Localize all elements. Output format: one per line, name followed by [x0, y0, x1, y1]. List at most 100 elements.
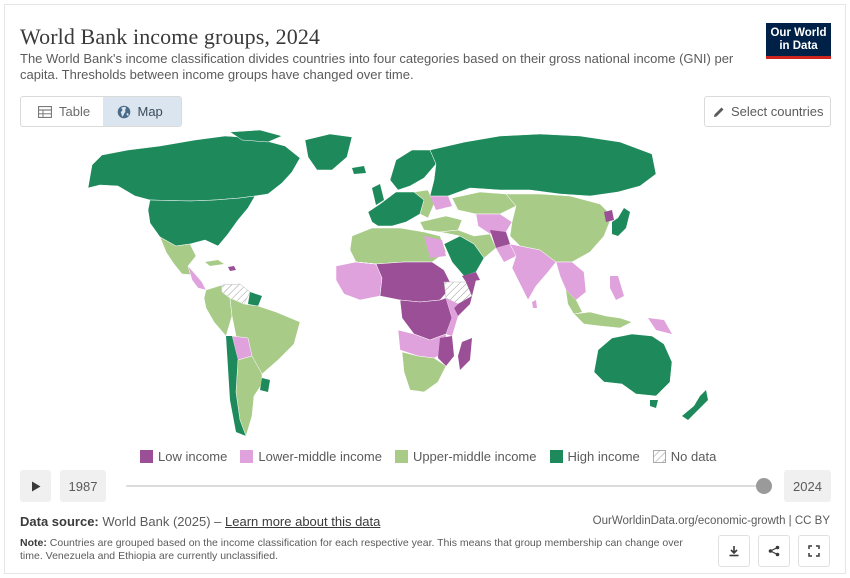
- region-sri-lanka[interactable]: [532, 300, 537, 308]
- timeline-track[interactable]: [126, 485, 764, 487]
- region-ukraine[interactable]: [430, 196, 452, 210]
- region-somalia[interactable]: [454, 280, 476, 316]
- source-url[interactable]: OurWorldinData.org/economic-growth | CC …: [592, 515, 830, 527]
- region-cuba[interactable]: [205, 260, 224, 266]
- legend-swatch-upper-middle-income: [394, 449, 408, 463]
- logo-line-2: in Data: [779, 40, 818, 52]
- region-canada-alaska[interactable]: [87, 135, 301, 202]
- select-countries-button[interactable]: Select countries: [704, 96, 831, 127]
- legend-label: High income: [567, 448, 640, 464]
- region-tasmania[interactable]: [650, 400, 658, 408]
- region-arctic-islands[interactable]: [229, 129, 283, 143]
- download-button[interactable]: [718, 535, 750, 567]
- region-uk-ireland[interactable]: [372, 184, 384, 205]
- region-chile[interactable]: [226, 336, 246, 436]
- legend-item-lower-middle-income[interactable]: Lower-middle income: [240, 449, 382, 464]
- region-west-africa[interactable]: [335, 261, 383, 301]
- region-russia[interactable]: [429, 133, 657, 197]
- region-hispaniola[interactable]: [228, 266, 236, 271]
- chart-subtitle: The World Bank's income classification d…: [20, 51, 734, 82]
- tab-map-label: Map: [137, 104, 163, 119]
- fullscreen-button[interactable]: [798, 535, 830, 567]
- legend-label: Lower-middle income: [258, 448, 382, 464]
- tab-table[interactable]: Table: [21, 97, 103, 126]
- globe-icon: [117, 105, 130, 118]
- note-text: Countries are grouped based on the incom…: [20, 537, 683, 562]
- play-icon: [31, 481, 40, 491]
- timeline-start-year[interactable]: 1987: [60, 470, 106, 502]
- table-icon: [38, 105, 52, 118]
- region-north-africa[interactable]: [349, 227, 447, 265]
- region-balkans-belarus[interactable]: [413, 189, 435, 219]
- region-india[interactable]: [509, 243, 557, 301]
- legend-swatch-low-income: [140, 449, 153, 463]
- region-yemen[interactable]: [462, 272, 480, 282]
- region-png[interactable]: [648, 318, 672, 334]
- legend-item-low-income[interactable]: Low income: [140, 449, 227, 464]
- region-europe: [352, 149, 452, 227]
- region-pakistan[interactable]: [496, 244, 516, 262]
- legend-item-high-income[interactable]: High income: [549, 448, 640, 464]
- download-icon: [729, 546, 739, 557]
- region-indonesia[interactable]: [573, 311, 633, 329]
- map-legend: Low income Lower-middle income Upper-mid…: [140, 447, 729, 465]
- source-label: Data source:: [20, 514, 99, 529]
- legend-swatch-high-income: [549, 449, 563, 463]
- region-kazakhstan[interactable]: [451, 191, 517, 215]
- region-north-korea[interactable]: [604, 210, 614, 222]
- legend-item-upper-middle-income[interactable]: Upper-middle income: [394, 448, 537, 464]
- region-thailand-malaysia[interactable]: [566, 290, 582, 314]
- region-colombia-peru[interactable]: [203, 284, 233, 337]
- region-southeast-asia[interactable]: [555, 261, 587, 301]
- view-tabs: Table Map: [20, 96, 182, 127]
- region-uruguay[interactable]: [260, 378, 270, 392]
- play-button[interactable]: [20, 470, 51, 502]
- legend-label: Upper-middle income: [412, 448, 537, 464]
- region-scandinavia[interactable]: [389, 149, 437, 191]
- region-australia[interactable]: [593, 333, 673, 397]
- chart-note: Note: Countries are grouped based on the…: [20, 537, 700, 563]
- legend-swatch-no-data: [652, 449, 666, 463]
- region-egypt[interactable]: [424, 236, 446, 258]
- region-iceland[interactable]: [352, 166, 366, 174]
- share-button[interactable]: [758, 535, 790, 567]
- region-central-america[interactable]: [187, 265, 207, 291]
- region-africa: [335, 227, 476, 393]
- region-mozambique-malawi[interactable]: [438, 336, 454, 366]
- region-greenland[interactable]: [304, 133, 353, 171]
- region-asia: [419, 133, 672, 334]
- region-oceania: [593, 333, 708, 420]
- logo-bar: [766, 56, 831, 59]
- region-kenya-tanzania[interactable]: [446, 298, 458, 336]
- region-japan-korea[interactable]: [612, 208, 630, 236]
- timeline-handle[interactable]: [756, 478, 772, 494]
- pencil-icon: [714, 107, 724, 117]
- region-madagascar[interactable]: [458, 338, 472, 370]
- note-label: Note:: [20, 537, 47, 549]
- source-text: World Bank (2025) –: [102, 514, 222, 529]
- legend-label: No data: [670, 448, 717, 464]
- region-south-america: [203, 283, 301, 437]
- timeline-end-year[interactable]: 2024: [784, 470, 831, 502]
- legend-label: Low income: [158, 448, 228, 464]
- region-usa[interactable]: [147, 195, 256, 247]
- learn-more-link[interactable]: Learn more about this data: [225, 514, 381, 529]
- legend-swatch-lower-middle-income: [240, 449, 254, 463]
- tab-map[interactable]: Map: [102, 97, 181, 126]
- region-new-zealand[interactable]: [682, 390, 708, 420]
- region-afghanistan[interactable]: [490, 230, 510, 248]
- region-guyana-suriname[interactable]: [248, 292, 262, 306]
- region-argentina[interactable]: [235, 355, 263, 437]
- data-source: Data source: World Bank (2025) – Learn m…: [20, 514, 380, 529]
- chart-title: World Bank income groups, 2024: [20, 24, 321, 49]
- fullscreen-icon: [808, 545, 820, 557]
- world-map: [87, 129, 708, 437]
- chart-frame: [4, 4, 846, 574]
- owid-logo[interactable]: Our World in Data: [766, 23, 831, 59]
- region-turkey-caucasus[interactable]: [419, 215, 463, 233]
- select-countries-label: Select countries: [731, 104, 824, 119]
- region-southern-africa[interactable]: [401, 351, 447, 393]
- region-philippines[interactable]: [610, 276, 624, 300]
- legend-item-no-data[interactable]: No data: [652, 448, 717, 464]
- region-north-america: [87, 129, 353, 291]
